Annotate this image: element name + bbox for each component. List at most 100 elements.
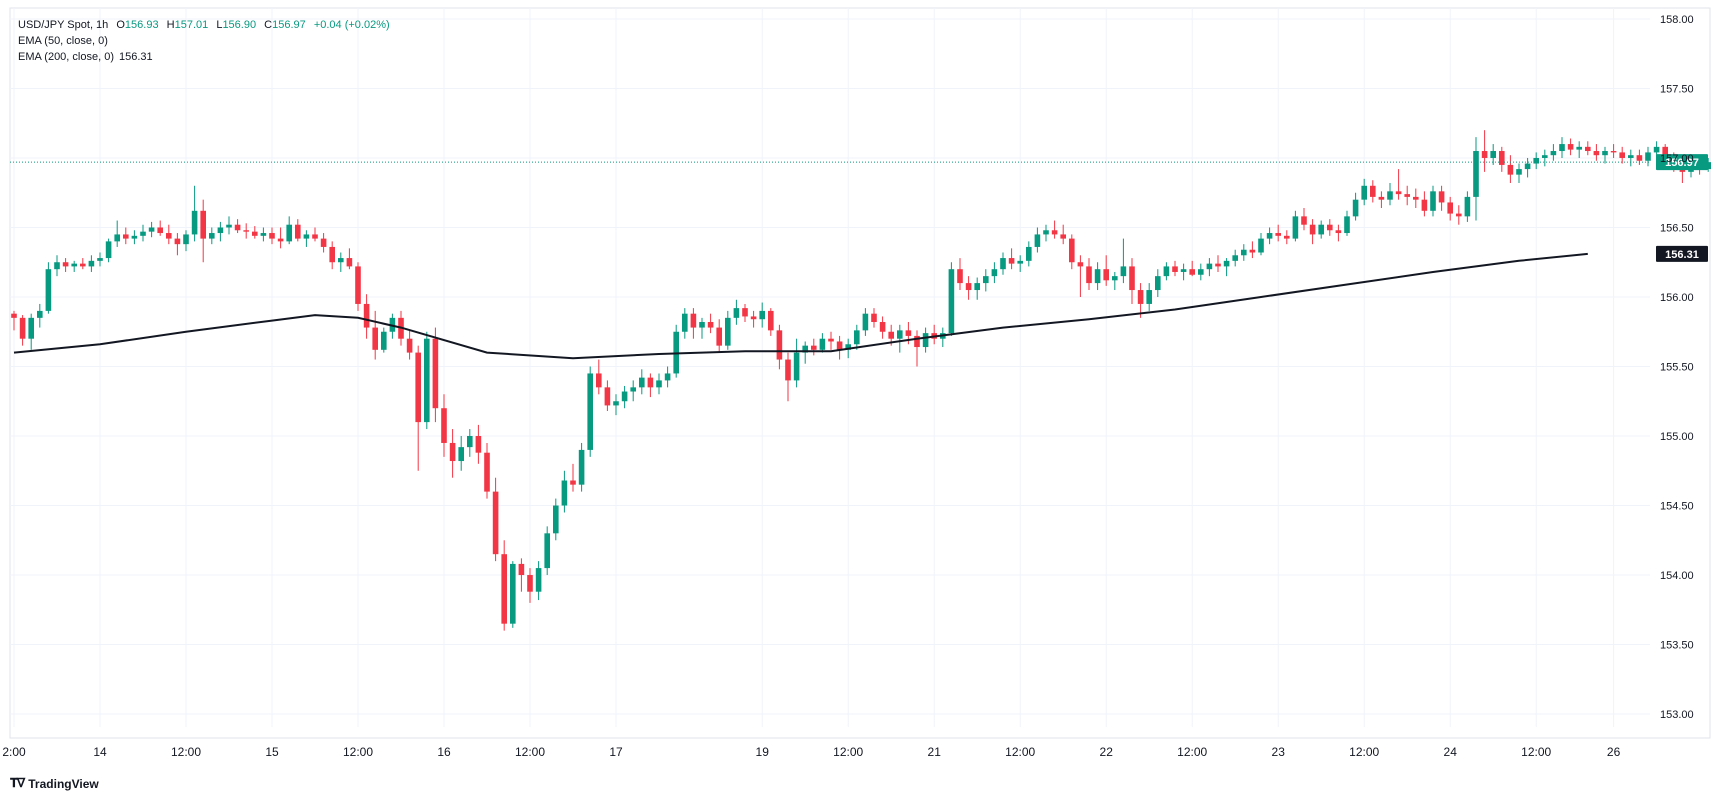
- tradingview-logo[interactable]: 𝐓∇ TradingView: [10, 776, 99, 791]
- candle[interactable]: [604, 380, 611, 411]
- candle[interactable]: [811, 338, 817, 356]
- candle[interactable]: [1602, 146, 1608, 164]
- candle[interactable]: [1490, 144, 1496, 165]
- candle[interactable]: [570, 463, 576, 492]
- candle[interactable]: [535, 561, 542, 601]
- candle[interactable]: [544, 526, 550, 576]
- candle[interactable]: [1094, 262, 1101, 291]
- candle[interactable]: [1112, 271, 1118, 291]
- candle[interactable]: [733, 299, 740, 325]
- candle[interactable]: [1559, 137, 1565, 158]
- candle[interactable]: [716, 319, 722, 353]
- candle[interactable]: [1060, 224, 1066, 245]
- candle[interactable]: [1034, 227, 1041, 253]
- candle[interactable]: [1438, 185, 1445, 211]
- candle[interactable]: [97, 252, 103, 267]
- candle[interactable]: [1533, 152, 1539, 170]
- candle[interactable]: [914, 330, 920, 367]
- candle[interactable]: [424, 331, 430, 430]
- candle[interactable]: [1576, 141, 1582, 158]
- candle[interactable]: [441, 394, 447, 457]
- candle[interactable]: [62, 258, 69, 272]
- candle[interactable]: [1026, 241, 1032, 267]
- candle[interactable]: [828, 331, 834, 350]
- candle[interactable]: [785, 352, 791, 402]
- candle[interactable]: [1542, 149, 1548, 167]
- candle[interactable]: [501, 540, 507, 631]
- candle[interactable]: [166, 224, 172, 245]
- candle[interactable]: [123, 227, 129, 245]
- candle[interactable]: [1327, 219, 1333, 236]
- legend-ema50-row[interactable]: EMA (50, close, 0): [18, 33, 390, 49]
- candle[interactable]: [587, 366, 593, 457]
- candle[interactable]: [303, 230, 310, 247]
- candle[interactable]: [54, 255, 60, 277]
- candle[interactable]: [690, 308, 697, 339]
- candle[interactable]: [742, 303, 748, 323]
- candle[interactable]: [1232, 249, 1238, 267]
- candle[interactable]: [484, 442, 490, 499]
- candle[interactable]: [277, 227, 284, 249]
- candle[interactable]: [1301, 208, 1307, 231]
- candle[interactable]: [957, 258, 963, 291]
- candle[interactable]: [467, 429, 473, 457]
- candle[interactable]: [252, 226, 258, 239]
- candle[interactable]: [871, 308, 877, 328]
- candle[interactable]: [140, 224, 146, 242]
- candle[interactable]: [243, 223, 249, 239]
- candle[interactable]: [295, 219, 301, 242]
- candle[interactable]: [974, 277, 980, 300]
- candle[interactable]: [1000, 252, 1006, 275]
- candle[interactable]: [1086, 258, 1092, 291]
- candle[interactable]: [217, 221, 224, 242]
- candle[interactable]: [1266, 227, 1273, 245]
- candle[interactable]: [1249, 241, 1256, 259]
- last-price-badge[interactable]: 156.97: [1656, 154, 1708, 171]
- candle[interactable]: [664, 366, 671, 388]
- candle[interactable]: [776, 324, 783, 370]
- candle[interactable]: [699, 317, 705, 339]
- candle[interactable]: [922, 327, 929, 353]
- candle[interactable]: [768, 308, 774, 336]
- candle[interactable]: [312, 227, 318, 242]
- candle[interactable]: [759, 302, 765, 328]
- candle[interactable]: [1585, 141, 1591, 156]
- candle[interactable]: [432, 327, 439, 423]
- candle[interactable]: [1481, 130, 1488, 172]
- candle[interactable]: [363, 294, 370, 339]
- candle[interactable]: [131, 230, 138, 245]
- candle[interactable]: [1172, 260, 1178, 277]
- candle[interactable]: [1430, 185, 1436, 217]
- candle[interactable]: [647, 373, 654, 398]
- candle[interactable]: [1129, 258, 1135, 304]
- candle[interactable]: [475, 424, 482, 464]
- candle[interactable]: [1051, 220, 1058, 239]
- candle[interactable]: [527, 568, 533, 603]
- candle[interactable]: [621, 385, 628, 409]
- candle[interactable]: [320, 233, 327, 253]
- candle[interactable]: [449, 429, 456, 478]
- candle[interactable]: [269, 227, 275, 245]
- candle[interactable]: [1473, 137, 1479, 221]
- candle[interactable]: [1413, 188, 1419, 209]
- candle[interactable]: [948, 262, 955, 336]
- candle[interactable]: [415, 345, 421, 471]
- candle[interactable]: [406, 330, 413, 360]
- candle[interactable]: [105, 238, 112, 263]
- candle[interactable]: [286, 216, 292, 245]
- candle[interactable]: [854, 324, 860, 350]
- candle[interactable]: [596, 359, 602, 395]
- candle[interactable]: [1318, 220, 1324, 239]
- candle[interactable]: [458, 436, 464, 471]
- candle[interactable]: [983, 269, 989, 292]
- candle[interactable]: [19, 315, 26, 346]
- candle[interactable]: [1292, 210, 1299, 242]
- candle[interactable]: [1610, 144, 1617, 158]
- candle[interactable]: [673, 324, 679, 378]
- candle[interactable]: [1447, 196, 1453, 221]
- candle[interactable]: [707, 313, 714, 334]
- candle[interactable]: [191, 185, 198, 242]
- candle[interactable]: [372, 310, 378, 360]
- candle[interactable]: [561, 470, 568, 513]
